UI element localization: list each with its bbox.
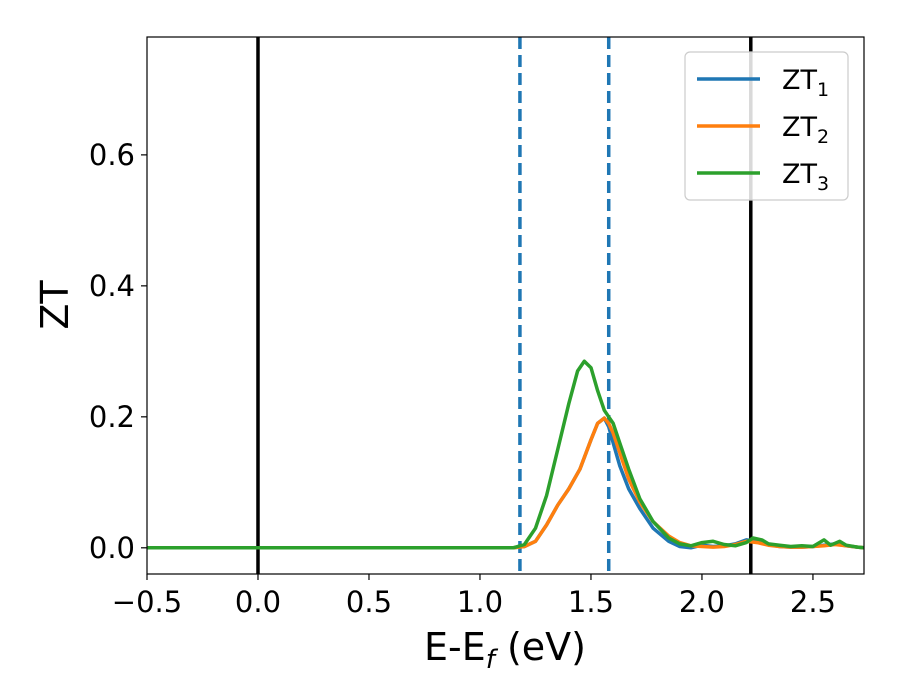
legend-label-zt1: ZT1 bbox=[782, 65, 829, 101]
x-tick-label: 0.5 bbox=[346, 585, 392, 619]
y-tick-label: 0.6 bbox=[89, 138, 135, 172]
x-tick-label: 0.0 bbox=[235, 585, 281, 619]
y-tick-label: 0.4 bbox=[89, 269, 135, 303]
x-axis-title-main: E-E bbox=[424, 625, 486, 669]
x-tick-label: −0.5 bbox=[112, 585, 182, 619]
x-tick-label: 2.5 bbox=[790, 585, 836, 619]
plot-frame bbox=[146, 36, 865, 575]
x-axis-title: E-Ef (eV) bbox=[424, 625, 586, 675]
legend-label-zt3: ZT3 bbox=[782, 159, 829, 195]
legend: ZT1 ZT2 ZT3 bbox=[684, 51, 849, 201]
y-axis-title: ZT bbox=[33, 280, 77, 330]
y-axis-ticks: 0.0 0.2 0.4 0.6 bbox=[89, 138, 147, 565]
series-lines bbox=[147, 359, 864, 550]
y-tick-label: 0.2 bbox=[89, 400, 135, 434]
y-tick-label: 0.0 bbox=[89, 531, 135, 565]
x-axis-title-tail: (eV) bbox=[495, 625, 586, 669]
legend-box bbox=[684, 51, 849, 201]
x-tick-label: 1.5 bbox=[568, 585, 614, 619]
x-tick-label: 2.0 bbox=[679, 585, 725, 619]
legend-label-zt2: ZT2 bbox=[782, 112, 829, 148]
x-axis-ticks: −0.5 0.0 0.5 1.0 1.5 2.0 2.5 bbox=[112, 574, 836, 619]
x-tick-label: 1.0 bbox=[457, 585, 503, 619]
series-line-zt3 bbox=[147, 359, 864, 550]
